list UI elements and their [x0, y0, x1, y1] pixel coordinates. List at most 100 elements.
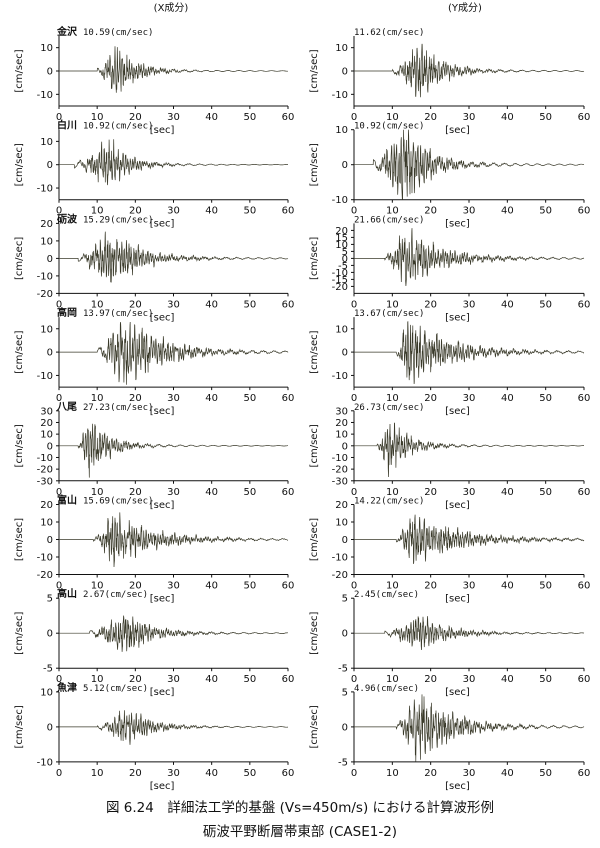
panel-7-x-ylabel: [cm/sec] [14, 611, 25, 654]
panel-7-x-ytick-label: 0 [47, 629, 53, 640]
panel-7-x-xtick-label: 40 [205, 674, 218, 685]
panel-4-x-xtick-label: 10 [91, 393, 104, 404]
panel-7-x-station-name: 高山 [57, 587, 77, 600]
panel-3-x-ytick-label: 0 [47, 254, 53, 265]
panel-6-x-ytick-label: 20 [40, 500, 53, 511]
panel-6-x-xlabel: [sec] [150, 594, 175, 605]
panel-5-y-ytick-label: 10 [335, 430, 348, 441]
panel-8-x-waveform-trace [59, 710, 288, 745]
panel-3-y-waveform-trace [354, 228, 585, 287]
panel-6-y-xtick-label: 40 [501, 581, 514, 592]
panel-4-y-ylabel: [cm/sec] [309, 330, 320, 373]
panel-7-x-xtick-label: 60 [282, 674, 295, 685]
panel-6-x-xtick-label: 60 [282, 581, 295, 592]
panel-8-x-ytick-label: 10 [40, 687, 53, 698]
panel-5-x-xtick-label: 10 [91, 487, 104, 498]
panel-6-y-ytick-label: -20 [332, 570, 348, 581]
panel-8-x-xlabel: [sec] [150, 781, 175, 792]
panel-6-y-ytick-label: 0 [342, 535, 348, 546]
panel-3-y-xtick-label: 30 [463, 299, 476, 310]
panel-2-y-xlabel: [sec] [445, 219, 470, 230]
panel-5-x-ytick-label: -10 [37, 453, 53, 464]
panel-5-y-xtick-label: 0 [351, 487, 357, 498]
panel-1-x-ytick-label: 10 [40, 43, 53, 54]
panel-1-y-xtick-label: 30 [463, 112, 476, 123]
panel-7-y-xtick-label: 40 [501, 674, 514, 685]
panel-5-y-xtick-label: 60 [578, 487, 591, 498]
panel-7-y-ytick-label: -5 [338, 664, 348, 675]
panel-3-x-waveform-trace [59, 231, 289, 283]
panel-8-x-xtick-label: 50 [243, 768, 256, 779]
panel-5-y-xtick-label: 40 [501, 487, 514, 498]
panel-5-x-ytick-label: 30 [40, 406, 53, 417]
panel-6-y-xtick-label: 60 [578, 581, 591, 592]
panel-8-y-xtick-label: 50 [539, 768, 552, 779]
panel-4-y-peak-value: 13.67(cm/sec) [354, 309, 424, 319]
panel-4-y-xtick-label: 30 [463, 393, 476, 404]
panel-2-x-station-name: 白川 [57, 119, 77, 132]
panel-3-x-xtick-label: 20 [129, 299, 142, 310]
panel-4-y-xtick-label: 10 [386, 393, 399, 404]
panel-6-x-xtick-label: 10 [91, 581, 104, 592]
panel-7-y-xtick-label: 10 [386, 674, 399, 685]
panel-1-y-xtick-label: 10 [386, 112, 399, 123]
column-header-y: (Y成分) [448, 2, 482, 14]
panel-4-x-waveform-trace [59, 321, 289, 385]
panel-1-x-xtick-label: 30 [167, 112, 180, 123]
panel-1-x-xtick-label: 40 [205, 112, 218, 123]
panel-3-y-ytick-label: -15 [332, 275, 348, 286]
panel-3-y-ytick-label: 15 [335, 233, 348, 244]
panel-8-y-xlabel: [sec] [445, 781, 470, 792]
panel-1-y-ytick-label: 0 [342, 67, 348, 78]
panel-1-y-xlabel: [sec] [445, 125, 470, 136]
panel-5-x-peak-value: 27.23(cm/sec) [83, 403, 153, 413]
panel-3-y-ytick-label: 20 [335, 226, 348, 237]
panel-4-x-ytick-label: -10 [37, 371, 53, 382]
panel-3-x-ytick-label: -10 [37, 271, 53, 282]
panel-1-x-xtick-label: 50 [243, 112, 256, 123]
panel-3-y-xtick-label: 20 [424, 299, 437, 310]
panel-5-y-waveform-trace [354, 422, 584, 478]
panel-8-x-xtick-label: 10 [91, 768, 104, 779]
panel-4-x-xtick-label: 50 [243, 393, 256, 404]
panel-4-y-xtick-label: 50 [539, 393, 552, 404]
panel-4-y-waveform-trace [354, 321, 585, 385]
figure-caption: 図 6.24 詳細法工学的基盤 (Vs=450m/s) における計算波形例 [105, 800, 495, 816]
panel-6-x-ytick-label: 0 [47, 535, 53, 546]
panel-5-x-xlabel: [sec] [150, 500, 175, 511]
panel-3-x-xtick-label: 10 [91, 299, 104, 310]
panel-8-x-ylabel: [cm/sec] [14, 705, 25, 748]
panel-1-y-xtick-label: 20 [424, 112, 437, 123]
panel-5-x-ytick-label: -20 [37, 465, 53, 476]
panel-2-x-xtick-label: 10 [91, 206, 104, 217]
panel-8-x-xtick-label: 40 [205, 768, 218, 779]
panel-2-y-waveform-trace [354, 129, 585, 200]
panel-3-y-xtick-label: 50 [539, 299, 552, 310]
panel-5-x-xtick-label: 30 [167, 487, 180, 498]
panel-2-y-ylabel: [cm/sec] [309, 143, 320, 186]
panel-2-x-xtick-label: 50 [243, 206, 256, 217]
panel-5-x-station-name: 八尾 [56, 401, 77, 413]
panel-4-y-ytick-label: -10 [332, 371, 348, 382]
panel-8-x-ytick-label: -10 [37, 757, 53, 768]
panel-3-y-ytick-label: 10 [335, 240, 348, 251]
panel-1-x-xtick-label: 0 [56, 112, 62, 123]
panel-5-y-ytick-label: 30 [335, 406, 348, 417]
panel-5-x-xtick-label: 40 [205, 487, 218, 498]
panel-5-y-ytick-label: -20 [332, 465, 348, 476]
panel-4-x-xtick-label: 40 [205, 393, 218, 404]
panel-2-y-xtick-label: 40 [501, 206, 514, 217]
panel-7-x-xtick-label: 50 [243, 674, 256, 685]
panel-2-x-xtick-label: 0 [56, 206, 62, 217]
panel-7-x-waveform-trace [59, 615, 288, 652]
panel-3-x-ytick-label: -20 [37, 289, 53, 300]
panel-3-y-xlabel: [sec] [445, 312, 470, 323]
panel-5-y-ytick-label: 0 [342, 441, 348, 452]
panel-7-y-xtick-label: 60 [578, 674, 591, 685]
panel-5-y-xlabel: [sec] [445, 500, 470, 511]
panel-8-y-peak-value: 4.96(cm/sec) [354, 684, 419, 694]
panel-5-y-xtick-label: 10 [386, 487, 399, 498]
panel-8-y-ytick-label: -5 [338, 757, 348, 768]
panel-8-x-xtick-label: 0 [56, 768, 62, 779]
panel-1-y-xtick-label: 60 [578, 112, 591, 123]
